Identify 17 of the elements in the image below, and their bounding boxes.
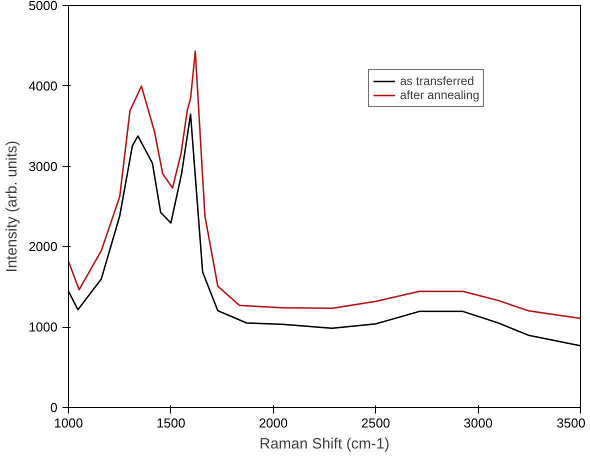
y-tick-label: 2000: [28, 239, 58, 254]
y-tick-label: 3000: [28, 158, 58, 174]
line-series: [68, 50, 580, 320]
y-axis-title: Intensity (arb. units): [4, 140, 21, 272]
legend-label: as transferred: [400, 74, 474, 88]
y-tick-label: 4000: [28, 78, 58, 94]
x-tick-label: 3500: [556, 416, 586, 430]
x-tick-label: 3000: [464, 416, 493, 430]
x-tick-label: 1500: [156, 416, 186, 430]
x-axis-title: Raman Shift (cm-1): [259, 436, 390, 452]
legend-label: after annealing: [400, 88, 480, 102]
x-tick-label: 2500: [361, 416, 390, 430]
y-tick-label: 0: [50, 400, 58, 415]
x-tick-label: 2000: [258, 416, 288, 430]
y-tick-label: 5000: [28, 0, 58, 13]
x-tick-label: 1000: [54, 416, 83, 430]
y-tick-label: 1000: [28, 320, 58, 335]
